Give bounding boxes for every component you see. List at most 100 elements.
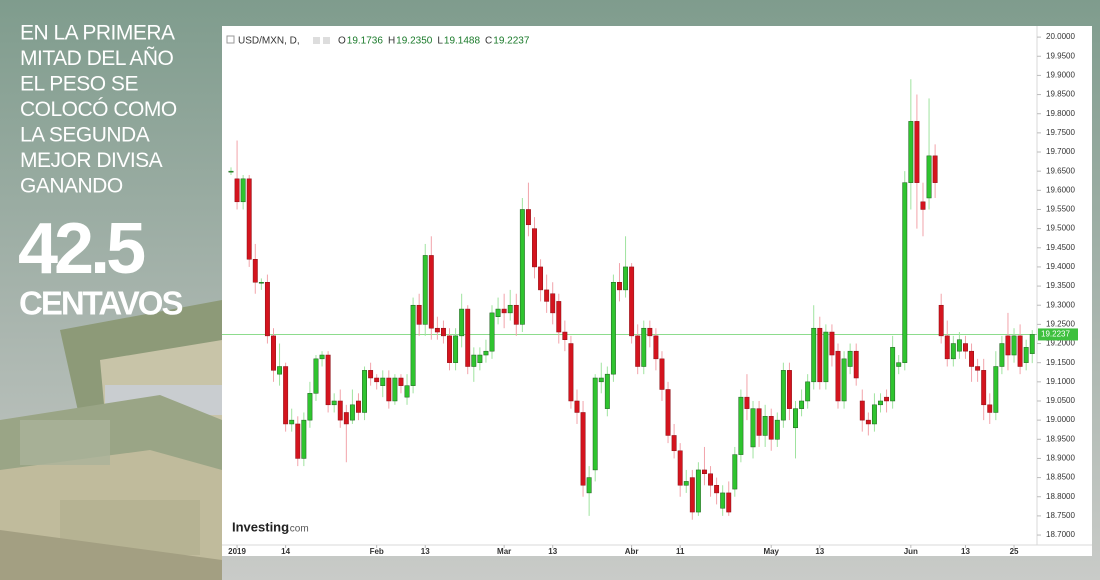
candle-body <box>956 339 962 352</box>
candle-body <box>507 304 513 314</box>
candle-body <box>865 419 871 425</box>
candle-body <box>392 377 398 402</box>
y-tick-label: 19.2000 <box>1046 339 1075 348</box>
y-tick-label: 18.8000 <box>1046 492 1075 501</box>
candle-body <box>604 373 610 409</box>
candle-body <box>999 343 1005 367</box>
overlay-line: COLOCÓ COMO <box>20 98 177 121</box>
candle-body <box>829 331 835 356</box>
candle-body <box>823 331 829 383</box>
candle-body <box>525 209 531 226</box>
candle-body <box>240 178 246 203</box>
candle-body <box>501 308 507 314</box>
candle-body <box>301 419 307 459</box>
candle-body <box>532 228 537 268</box>
overlay-big: 42.5 <box>18 209 145 289</box>
y-tick-label: 18.8500 <box>1046 473 1075 482</box>
candle-body <box>428 255 434 329</box>
candle-body <box>944 335 950 360</box>
candle-body <box>726 492 732 513</box>
y-tick-label: 19.6000 <box>1046 185 1075 194</box>
legend: USD/MXN, D, O 19.1736 H 19.2350 L 19.1488 C 19.… <box>226 35 530 47</box>
brand-name: Investing <box>232 519 289 534</box>
candle-body <box>489 312 495 352</box>
candle-body <box>471 354 477 367</box>
legend-icon <box>323 37 330 44</box>
brand: Investing .com <box>232 519 309 534</box>
x-tick-label: Abr <box>625 547 639 556</box>
candle-body <box>780 370 786 421</box>
candle-body <box>914 121 920 183</box>
candle-body <box>544 289 550 302</box>
overlay-line: EL PESO SE <box>20 73 138 96</box>
candle-body <box>410 304 416 386</box>
y-tick-label: 19.3000 <box>1046 300 1075 309</box>
y-tick-label: 20.0000 <box>1046 32 1075 41</box>
candle-body <box>1005 335 1011 356</box>
candle-body <box>586 477 592 494</box>
candle-body <box>689 477 695 513</box>
candle-body <box>702 469 707 475</box>
candle-body <box>343 412 349 425</box>
candle-body <box>714 484 720 494</box>
x-tick-label: Jun <box>904 547 918 556</box>
y-tick-label: 19.7500 <box>1046 128 1075 137</box>
candle-body <box>671 435 677 452</box>
y-tick-label: 18.7500 <box>1046 511 1075 520</box>
x-tick-label: 13 <box>548 547 557 556</box>
overlay-unit: CENTAVOS <box>19 285 182 322</box>
candle-body <box>902 182 908 363</box>
candle-body <box>289 419 295 425</box>
candle-body <box>720 492 726 509</box>
candle-body <box>665 389 671 436</box>
candle-body <box>550 293 556 314</box>
candle-body <box>805 381 811 402</box>
candle-body <box>258 281 264 284</box>
candle-body <box>325 354 331 406</box>
candle-body <box>319 354 325 360</box>
candle-body <box>495 308 501 317</box>
candle-body <box>932 155 938 183</box>
candle-body <box>738 396 744 455</box>
candle-body <box>598 377 604 383</box>
candle-body <box>264 281 270 337</box>
legend-key: O <box>338 36 346 47</box>
last-price-box <box>1038 328 1078 341</box>
y-tick-label: 19.5500 <box>1046 205 1075 214</box>
candle-body <box>1023 347 1029 363</box>
candle-body <box>441 327 446 337</box>
candle-body <box>774 419 780 440</box>
candle-body <box>841 358 847 402</box>
candle-body <box>380 377 386 386</box>
candle-body <box>307 393 313 421</box>
money-stacks <box>0 300 222 580</box>
candle-body <box>404 385 410 398</box>
candle-body <box>562 331 568 340</box>
candle-body <box>538 266 544 291</box>
candle-body <box>920 201 926 210</box>
candle-body <box>368 370 374 379</box>
candle-body <box>434 327 440 333</box>
y-tick-label: 18.7000 <box>1046 530 1075 539</box>
y-tick-label: 19.2500 <box>1046 319 1075 328</box>
y-tick-label: 19.1500 <box>1046 358 1075 367</box>
x-tick-label: Mar <box>497 547 511 556</box>
y-tick-label: 18.9500 <box>1046 434 1075 443</box>
candle-body <box>234 178 240 203</box>
x-tick-label: 13 <box>961 547 970 556</box>
candle-body <box>574 400 580 413</box>
chart-panel <box>222 26 1092 556</box>
overlay-line: EN LA PRIMERA <box>20 22 175 45</box>
candle-body <box>768 416 774 440</box>
overlay-line: MEJOR DIVISA <box>20 149 163 172</box>
candle-body <box>483 350 489 356</box>
y-tick-label: 19.0500 <box>1046 396 1075 405</box>
candle-body <box>647 327 653 337</box>
candle-body <box>859 400 865 421</box>
candle-body <box>786 370 792 409</box>
y-tick-label: 18.9000 <box>1046 454 1075 463</box>
candle-body <box>617 281 622 291</box>
candle-body <box>884 396 890 402</box>
candle-body <box>635 335 641 367</box>
